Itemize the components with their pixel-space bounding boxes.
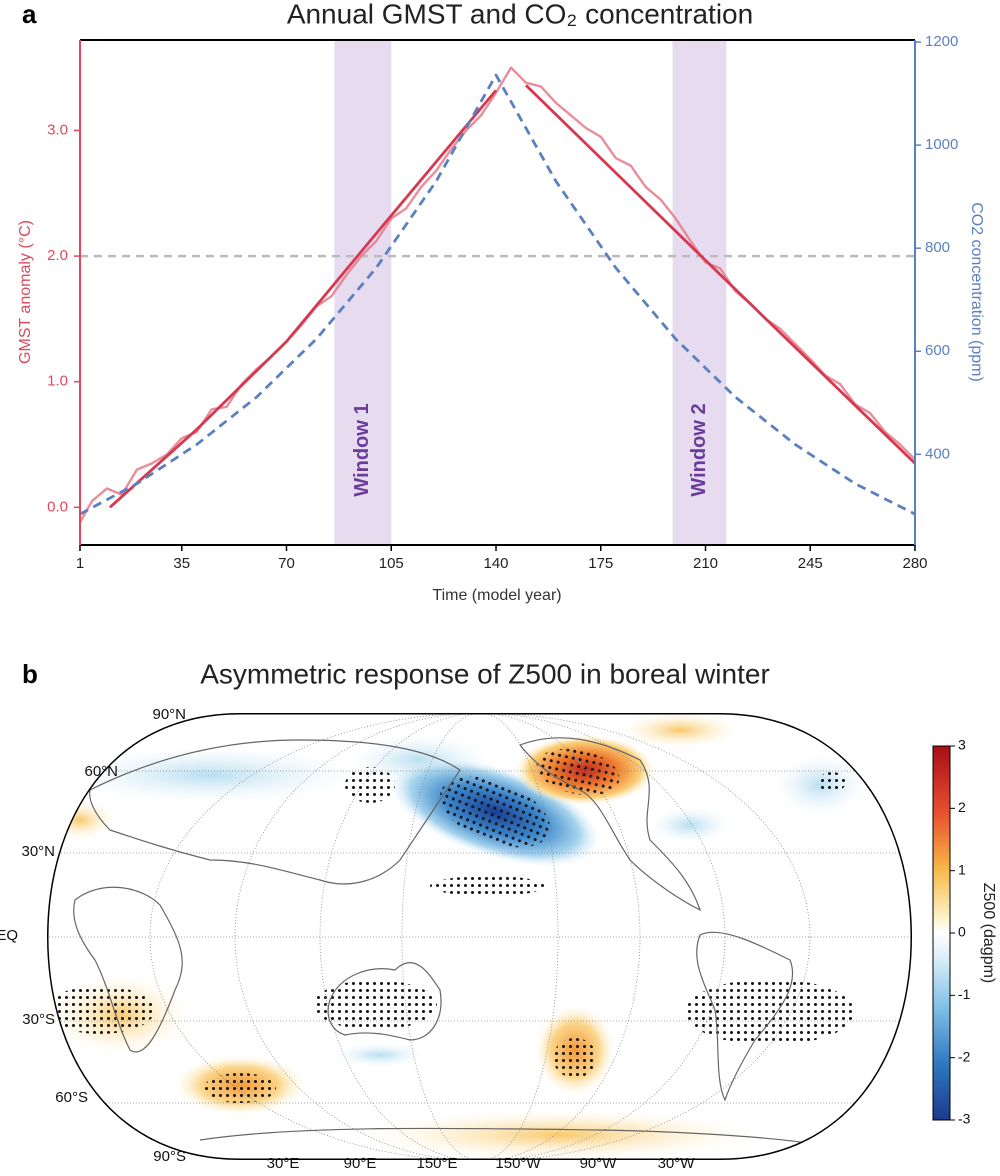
window-label: Window 1 [351, 403, 373, 496]
x-tick-label: 245 [798, 555, 823, 572]
colorbar [932, 745, 951, 1121]
y2-axis-label: CO2 concentration (ppm) [968, 202, 985, 382]
colorbar-tick-label: 0 [958, 924, 966, 940]
lat-label: 90°N [152, 706, 186, 723]
series-line [108, 84, 916, 509]
lon-label: 30°E [267, 1155, 300, 1171]
lon-label: 90°E [344, 1155, 377, 1171]
colorbar-tick-label: 1 [958, 861, 966, 877]
lon-label: 150°W [495, 1155, 541, 1171]
x-tick-label: 35 [173, 555, 190, 572]
x-tick-label: 1 [76, 555, 84, 572]
lat-label: 90°S [153, 1148, 186, 1165]
x-tick-label: 210 [693, 555, 718, 572]
window-label: Window 2 [688, 403, 710, 496]
x-tick-label: 140 [483, 555, 508, 572]
lon-label: 30°W [658, 1155, 696, 1171]
series-line [79, 73, 916, 516]
lat-label: 30°N [21, 843, 55, 860]
colorbar-tick-label: -3 [958, 1111, 971, 1127]
y2-tick-label: 600 [925, 342, 950, 359]
y2-tick-label: 1000 [925, 136, 958, 153]
y-tick-label: 0.0 [47, 498, 68, 515]
map [47, 713, 912, 1160]
lat-label: EQ [0, 927, 18, 944]
window-band [334, 40, 392, 545]
colorbar-tick-label: 3 [958, 737, 966, 753]
y-tick-label: 3.0 [47, 121, 68, 138]
panel-label: b [22, 659, 38, 689]
y2-tick-label: 800 [925, 239, 950, 256]
graticule [47, 713, 912, 1160]
plot-area: Window 1 Window 2 1 35 70 105 140 175 210 245 280 0… [47, 33, 958, 572]
colorbar-tick-label: -1 [958, 986, 971, 1002]
colorbar-label: Z500 (dagpm) [980, 883, 997, 984]
lat-label: 60°N [84, 763, 118, 780]
map-border [47, 713, 912, 1160]
lon-label: 150°E [416, 1155, 457, 1171]
x-axis-label: Time (model year) [432, 587, 561, 604]
y2-tick-label: 400 [925, 445, 950, 462]
x-tick-label: 70 [278, 555, 295, 572]
y-axis-label: GMST anomaly (°C) [17, 220, 34, 364]
chart-title: Asymmetric response of Z500 in boreal wi… [200, 658, 770, 689]
panel-label: a [22, 0, 37, 29]
coastlines [73, 737, 821, 1146]
colorbar-tick-label: -2 [958, 1048, 971, 1064]
x-tick-label: 280 [902, 555, 927, 572]
y2-tick-label: 1200 [925, 33, 958, 50]
x-tick-label: 105 [379, 555, 404, 572]
chart-title: Annual GMST and CO₂ concentration [287, 0, 753, 29]
series-line [78, 66, 916, 523]
window-band [672, 40, 727, 545]
y-tick-label: 1.0 [47, 373, 68, 390]
lat-label: 60°S [55, 1089, 88, 1106]
colorbar-tick-label: 2 [958, 799, 966, 815]
stippling [47, 748, 855, 1103]
y-tick-label: 2.0 [47, 247, 68, 264]
lat-label: 30°S [22, 1011, 55, 1028]
lon-label: 90°W [580, 1155, 618, 1171]
x-tick-label: 175 [588, 555, 613, 572]
